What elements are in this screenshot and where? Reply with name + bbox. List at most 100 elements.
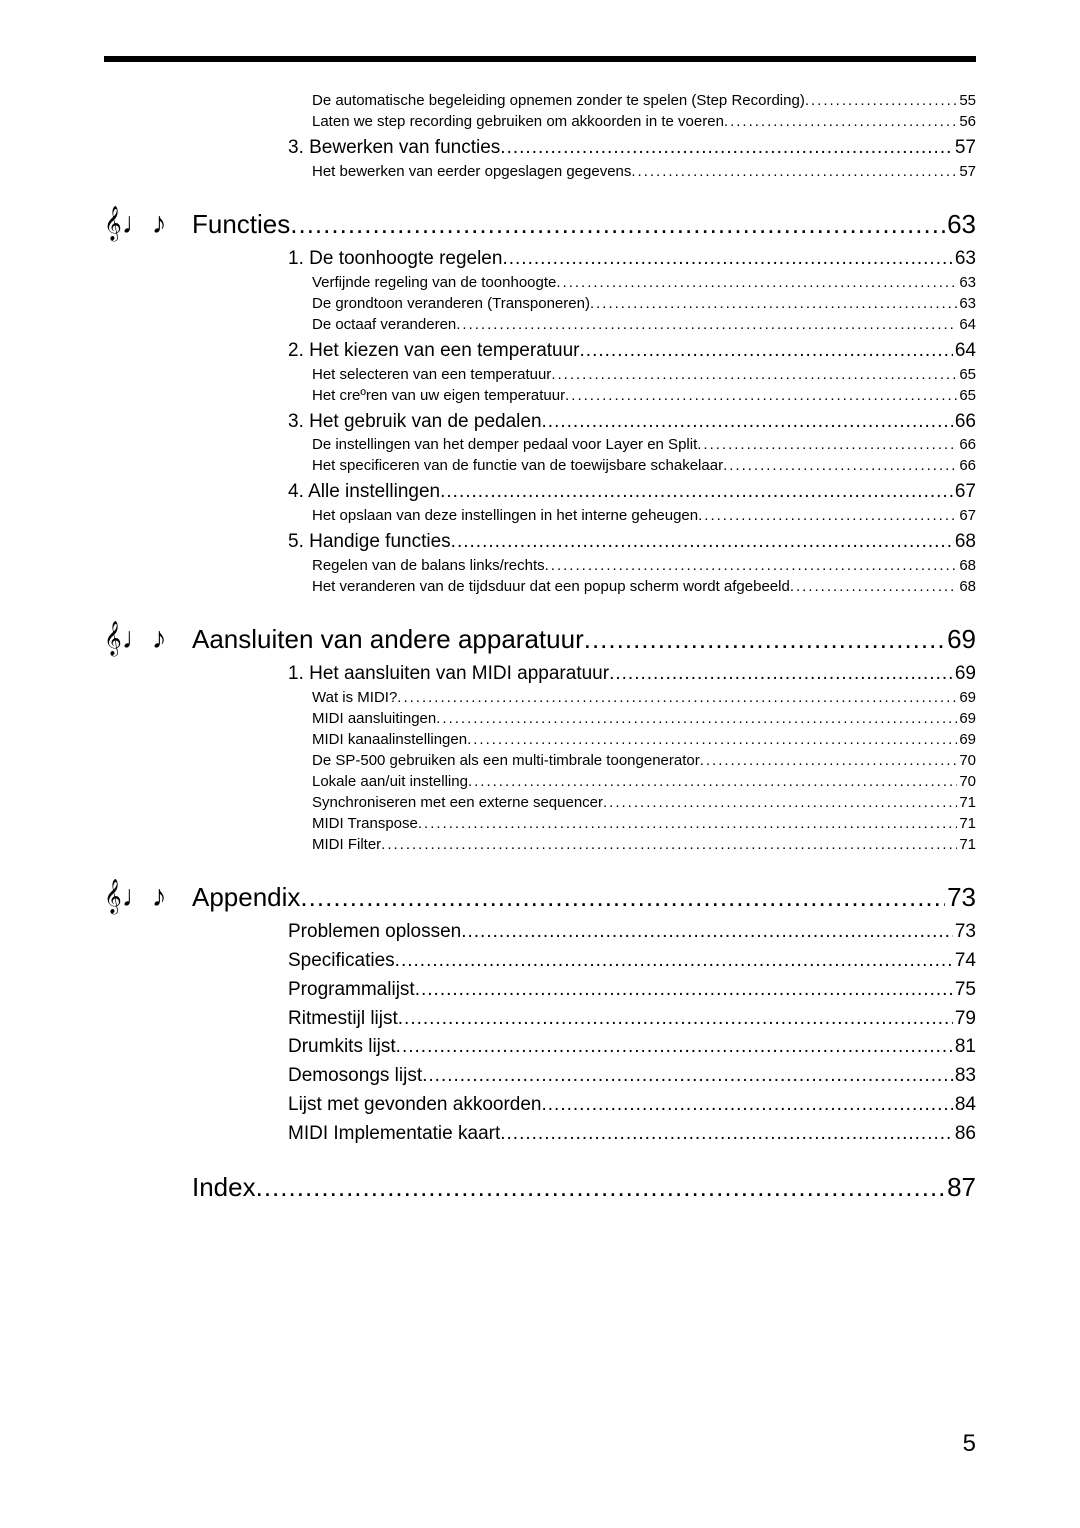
toc-entry-label: Drumkits lijst	[288, 1036, 396, 1059]
leader: ........................................…	[500, 1123, 953, 1146]
leader: ........................................…	[461, 921, 953, 944]
leader: ........................................…	[805, 92, 958, 110]
toc-sub-page: 71	[957, 836, 976, 854]
leader: ........................................…	[415, 979, 953, 1002]
leader: ........................................…	[467, 731, 957, 749]
toc-entry: Demosongs lijst ........................…	[288, 1065, 976, 1088]
toc-sub-page: 57	[957, 163, 976, 181]
leader: ........................................…	[542, 411, 953, 434]
toc-entry: Programmalijst .........................…	[288, 979, 976, 1002]
leader: ........................................…	[551, 366, 957, 384]
toc-sub: Laten we step recording gebruiken om akk…	[312, 113, 976, 131]
toc-sub: Lokale aan/uit instelling ..............…	[312, 773, 976, 791]
chapter-title: Aansluiten van andere apparatuur	[192, 624, 584, 655]
leader: ........................................…	[603, 794, 957, 812]
leader: ........................................…	[590, 295, 957, 313]
toc-sub-label: MIDI Filter	[312, 836, 381, 854]
toc-sub-page: 56	[957, 113, 976, 131]
music-icon: 𝄞♩♪	[104, 882, 192, 912]
page-number: 5	[963, 1430, 976, 1458]
toc-entry: 3. Het gebruik van de pedalen ..........…	[288, 411, 976, 434]
toc-entry-page: 73	[953, 921, 976, 944]
leader: ........................................…	[500, 137, 953, 160]
toc-entry-label: 3. Bewerken van functies	[288, 137, 500, 160]
toc-sub: Verfijnde regeling van de toonhoogte ...…	[312, 274, 976, 292]
toc-sub: Het selecteren van een temperatuur .....…	[312, 366, 976, 384]
leader: ........................................…	[418, 815, 957, 833]
toc-entry-label: Lijst met gevonden akkoorden	[288, 1094, 542, 1117]
leader: ........................................…	[440, 481, 953, 504]
toc-entry: MIDI Implementatie kaart ...............…	[288, 1123, 976, 1146]
toc-sub-label: Het opslaan van deze instellingen in het…	[312, 507, 698, 525]
toc-sub-page: 63	[957, 295, 976, 313]
leader: ........................................…	[724, 113, 957, 131]
toc-content: De automatische begeleiding opnemen zond…	[104, 92, 976, 1203]
toc-sub: De instellingen van het demper pedaal vo…	[312, 436, 976, 454]
leader: ........................................…	[631, 163, 957, 181]
toc-entry-label: Specificaties	[288, 950, 395, 973]
chapter-page: 69	[945, 624, 976, 655]
leader: ........................................…	[300, 882, 945, 913]
toc-sub-label: Het veranderen van de tijdsduur dat een …	[312, 578, 790, 596]
chapter-page: 73	[945, 882, 976, 913]
index-title: Index	[192, 1172, 256, 1203]
page: De automatische begeleiding opnemen zond…	[0, 0, 1080, 1528]
toc-entry: 5. Handige functies ....................…	[288, 531, 976, 554]
toc-entry: 4. Alle instellingen ...................…	[288, 481, 976, 504]
leader: ........................................…	[397, 689, 957, 707]
toc-sub: De octaaf veranderen ...................…	[312, 316, 976, 334]
toc-sub-label: Het bewerken van eerder opgeslagen gegev…	[312, 163, 631, 181]
toc-entry: 3. Bewerken van functies ...............…	[288, 137, 976, 160]
leader: ........................................…	[381, 836, 957, 854]
toc-sub: De automatische begeleiding opnemen zond…	[312, 92, 976, 110]
toc-entry: Specificaties ..........................…	[288, 950, 976, 973]
chapter-page: 63	[945, 209, 976, 240]
toc-sub-label: De octaaf veranderen	[312, 316, 456, 334]
toc-sub-page: 66	[957, 436, 976, 454]
toc-sub: Wat is MIDI? ...........................…	[312, 689, 976, 707]
toc-sub-page: 65	[957, 387, 976, 405]
toc-sub-label: De automatische begeleiding opnemen zond…	[312, 92, 805, 110]
toc-sub: MIDI Filter ............................…	[312, 836, 976, 854]
toc-sub-page: 69	[957, 710, 976, 728]
leader: ........................................…	[468, 773, 957, 791]
toc-entry-page: 84	[953, 1094, 976, 1117]
leader: ........................................…	[395, 950, 953, 973]
toc-sub-label: Synchroniseren met een externe sequencer	[312, 794, 603, 812]
leader: ........................................…	[290, 209, 945, 240]
toc-chapter: 𝄞♩♪Aansluiten van andere apparatuur.....…	[104, 624, 976, 655]
toc-entry-page: 83	[953, 1065, 976, 1088]
toc-entry-page: 74	[953, 950, 976, 973]
toc-sub: Synchroniseren met een externe sequencer…	[312, 794, 976, 812]
index-page: 87	[945, 1172, 976, 1203]
leader: ........................................…	[700, 752, 958, 770]
toc-sub-page: 71	[957, 794, 976, 812]
leader: ........................................…	[398, 1008, 953, 1031]
leader: ........................................…	[723, 457, 957, 475]
toc-sub: Het opslaan van deze instellingen in het…	[312, 507, 976, 525]
chapter-title: Appendix	[192, 882, 300, 913]
toc-entry-label: 3. Het gebruik van de pedalen	[288, 411, 542, 434]
toc-entry-page: 57	[953, 137, 976, 160]
toc-entry-page: 67	[953, 481, 976, 504]
toc-sub: Het bewerken van eerder opgeslagen gegev…	[312, 163, 976, 181]
toc-sub-page: 69	[957, 689, 976, 707]
leader: ........................................…	[451, 531, 953, 554]
toc-entry-page: 79	[953, 1008, 976, 1031]
toc-chapter: 𝄞♩♪Functies.............................…	[104, 209, 976, 240]
toc-sub: Het specificeren van de functie van de t…	[312, 457, 976, 475]
toc-index: Index ..................................…	[192, 1172, 976, 1203]
leader: ........................................…	[456, 316, 957, 334]
toc-sub-page: 64	[957, 316, 976, 334]
toc-entry-page: 68	[953, 531, 976, 554]
leader: ........................................…	[545, 557, 958, 575]
toc-entry-label: 1. Het aansluiten van MIDI apparatuur	[288, 663, 609, 686]
toc-sub-label: Lokale aan/uit instelling	[312, 773, 468, 791]
toc-sub-label: Regelen van de balans links/rechts	[312, 557, 545, 575]
toc-sub-label: MIDI Transpose	[312, 815, 418, 833]
leader: ........................................…	[790, 578, 958, 596]
leader: ........................................…	[556, 274, 957, 292]
toc-sub-page: 71	[957, 815, 976, 833]
toc-entry-label: MIDI Implementatie kaart	[288, 1123, 500, 1146]
toc-sub: Regelen van de balans links/rechts .....…	[312, 557, 976, 575]
